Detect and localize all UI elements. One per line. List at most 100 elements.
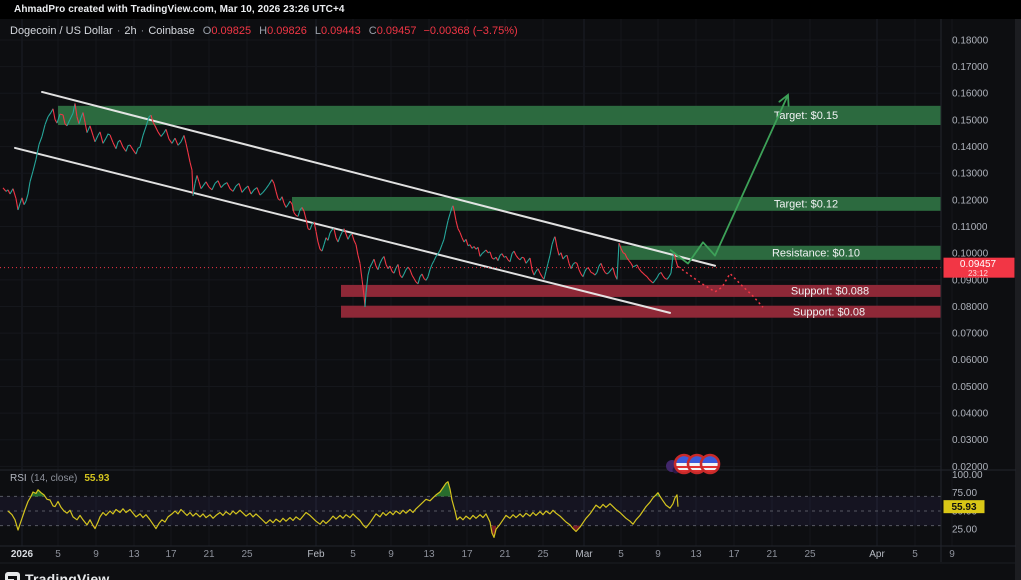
symbol-title[interactable]: Dogecoin / US Dollar	[10, 25, 113, 37]
time-axis-tick[interactable]: 9	[655, 549, 661, 560]
arrow-up-icon	[778, 93, 790, 107]
time-axis-tick[interactable]: 17	[165, 549, 177, 560]
price-series-segment	[194, 175, 198, 184]
symbol-legend[interactable]: Dogecoin / US Dollar · 2h · Coinbase O0.09825…	[10, 25, 518, 37]
time-axis-tick[interactable]: Mar	[575, 549, 593, 560]
rsi-axis-tick[interactable]: 100.00	[952, 470, 983, 481]
zone-label: Target: $0.12	[774, 199, 838, 211]
time-axis-tick[interactable]: 2026	[11, 549, 34, 560]
price-series-segment	[21, 197, 25, 205]
price-axis-tick[interactable]: 0.09000	[952, 275, 989, 286]
time-axis-tick[interactable]: 5	[55, 549, 61, 560]
price-series-segment	[666, 276, 670, 280]
time-axis-tick[interactable]: 13	[128, 549, 140, 560]
price-series-segment	[214, 180, 219, 184]
price-axis-tick[interactable]: 0.08000	[952, 302, 989, 313]
channel-trendline[interactable]	[41, 90, 716, 267]
price-series-segment	[183, 135, 187, 144]
price-series-segment	[84, 121, 88, 133]
time-axis-tick[interactable]: 13	[690, 549, 702, 560]
tradingview-logo[interactable]: TradingView	[5, 571, 109, 580]
price-axis-tick[interactable]: 0.18000	[952, 35, 989, 46]
symbol-exchange: Coinbase	[148, 25, 195, 37]
time-axis-tick[interactable]: 17	[461, 549, 473, 560]
price-series-segment	[618, 242, 621, 246]
time-axis-tick[interactable]: 13	[423, 549, 435, 560]
price-axis-tick[interactable]: 0.15000	[952, 115, 989, 126]
target-zone[interactable]	[620, 245, 941, 260]
price-axis-tick[interactable]: 0.06000	[952, 355, 989, 366]
price-series-segment	[489, 251, 493, 259]
price-series-segment	[556, 247, 560, 256]
rsi-legend[interactable]: RSI (14, close) 55.93	[10, 473, 109, 484]
price-series-segment	[620, 248, 624, 253]
time-axis-tick[interactable]: 17	[728, 549, 740, 560]
bullish-projection-path[interactable]	[669, 94, 789, 265]
change-value: −0.00368 (−3.75%)	[423, 25, 518, 37]
price-series-segment	[180, 135, 185, 143]
price-axis-tick[interactable]: 0.14000	[952, 142, 989, 153]
time-axis-tick[interactable]: 25	[804, 549, 816, 560]
price-series-segment	[165, 129, 170, 140]
target-zone[interactable]	[292, 196, 941, 211]
bearish-projection-path[interactable]	[677, 265, 764, 308]
symbol-interval[interactable]: 2h	[124, 25, 137, 37]
rsi-axis-tick[interactable]: 75.00	[952, 488, 977, 499]
price-series-segment	[250, 189, 255, 195]
price-series-segment	[521, 256, 525, 259]
time-axis-tick[interactable]: Feb	[307, 549, 325, 560]
time-axis-tick[interactable]: 25	[537, 549, 549, 560]
zone-label: Resistance: $0.10	[772, 248, 860, 260]
rsi-params: (14, close)	[30, 473, 78, 484]
price-series-segment	[461, 237, 465, 243]
price-series-segment	[241, 188, 246, 193]
price-series-segment	[379, 258, 383, 264]
emoji-sticker[interactable]	[666, 453, 721, 475]
time-axis-tick[interactable]: 9	[949, 549, 955, 560]
support-zone[interactable]	[341, 284, 941, 297]
time-axis-tick[interactable]: 5	[350, 549, 356, 560]
price-series-segment	[23, 200, 27, 205]
zone-label: Support: $0.088	[791, 286, 869, 298]
price-axis-tick[interactable]: 0.07000	[952, 329, 989, 340]
price-series-segment	[367, 266, 371, 276]
price-axis-tick[interactable]: 0.10000	[952, 249, 989, 260]
price-series-segment	[102, 137, 107, 144]
price-axis-tick[interactable]: 0.13000	[952, 169, 989, 180]
price-axis-tick[interactable]: 0.12000	[952, 195, 989, 206]
price-tag-value: 0.09457	[960, 259, 997, 270]
time-axis-tick[interactable]: 21	[203, 549, 215, 560]
target-zone[interactable]	[58, 105, 941, 126]
price-series-segment	[411, 274, 415, 279]
price-axis-tick[interactable]: 0.02000	[952, 462, 989, 473]
price-series-segment	[403, 269, 407, 275]
price-axis-tick[interactable]: 0.11000	[952, 222, 988, 233]
rsi-axis-tick[interactable]: 25.00	[952, 525, 977, 536]
legend-separator: ·	[116, 25, 121, 37]
price-axis-tick[interactable]: 0.16000	[952, 89, 989, 100]
close-value: 0.09457	[376, 25, 417, 37]
time-axis-tick[interactable]: 9	[93, 549, 99, 560]
price-series-segment	[467, 244, 471, 247]
price-series-segment	[317, 241, 321, 250]
time-axis-tick[interactable]: 21	[766, 549, 778, 560]
time-axis-tick[interactable]: 9	[388, 549, 394, 560]
price-series-segment	[457, 228, 461, 233]
price-series-segment	[66, 119, 71, 127]
time-axis-tick[interactable]: Apr	[869, 549, 885, 560]
price-series-segment	[624, 253, 628, 259]
support-zone[interactable]	[341, 305, 941, 318]
price-series-segment	[76, 116, 80, 125]
price-axis-tick[interactable]: 0.04000	[952, 409, 989, 420]
price-series-segment	[69, 113, 74, 120]
time-axis-tick[interactable]: 25	[241, 549, 253, 560]
price-series-segment	[94, 135, 99, 143]
time-axis-tick[interactable]: 21	[499, 549, 511, 560]
price-series-segment	[339, 232, 343, 237]
time-axis-tick[interactable]: 5	[912, 549, 918, 560]
price-axis-tick[interactable]: 0.17000	[952, 62, 989, 73]
price-axis-tick[interactable]: 0.05000	[952, 382, 989, 393]
time-axis-tick[interactable]: 5	[618, 549, 624, 560]
price-axis-tick[interactable]: 0.03000	[952, 435, 989, 446]
